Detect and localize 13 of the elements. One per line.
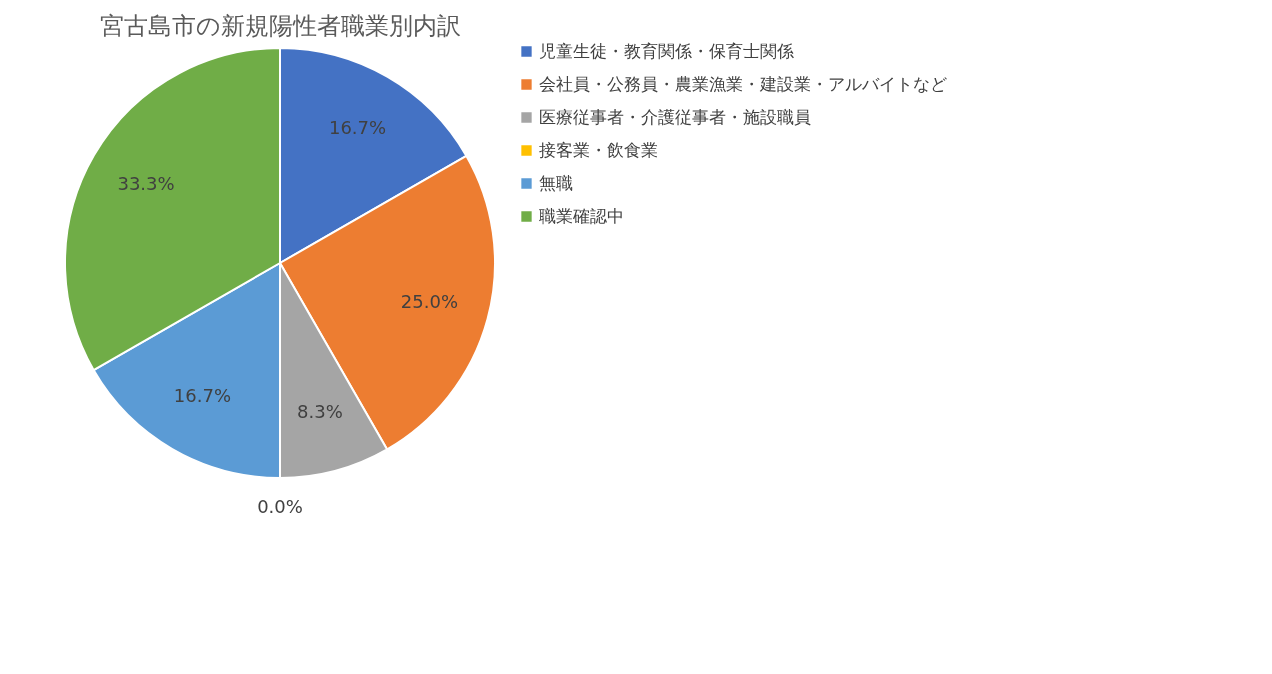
data-label: 33.3%: [117, 173, 175, 195]
legend-label: 職業確認中: [539, 205, 624, 226]
legend-label: 児童生徒・教育関係・保育士関係: [539, 40, 794, 61]
text: 0.0%: [257, 496, 303, 517]
chart-title: 宮古島市の新規陽性者職業別内訳: [99, 12, 461, 40]
data-label: 8.3%: [297, 400, 343, 422]
data-label: 16.7%: [328, 117, 387, 139]
data-label: 16.7%: [173, 384, 232, 406]
data-label: 25.0%: [400, 291, 459, 313]
legend-label: 医療従事者・介護従事者・施設職員: [539, 106, 811, 127]
legend-label: 無職: [539, 172, 573, 193]
legend-label: 会社員・公務員・農業漁業・建設業・アルバイトなど: [539, 73, 947, 94]
legend-label: 接客業・飲食業: [539, 139, 658, 160]
